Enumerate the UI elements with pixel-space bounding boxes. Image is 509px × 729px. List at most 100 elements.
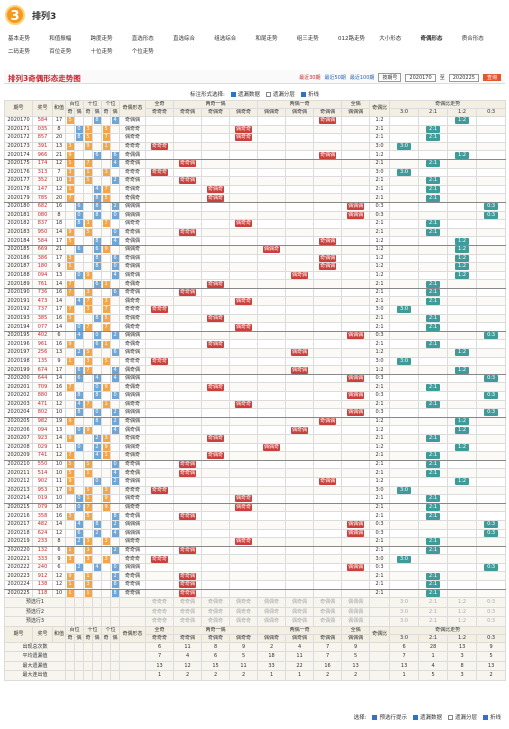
nav-link[interactable]: 百位走势	[49, 49, 72, 55]
parity-cell	[83, 116, 94, 126]
pattern-cell	[145, 365, 175, 375]
nav-link[interactable]: 和尾走势	[255, 36, 278, 42]
pattern-cell	[229, 545, 259, 556]
parity-cell	[110, 296, 121, 307]
recent-link[interactable]: 最近30期	[299, 75, 321, 81]
stat-value: 9	[476, 641, 507, 653]
pattern-cell	[145, 210, 175, 221]
parity-hit: 6	[75, 375, 83, 382]
data-row: 2020189 761 14 7 6 1 奇偶奇 奇偶奇 2:1 2:1	[4, 279, 507, 289]
pattern-cell	[313, 339, 343, 350]
digit: 4	[44, 426, 48, 433]
pattern-cell	[201, 158, 231, 169]
parity-cell	[110, 494, 121, 504]
parity-cell	[110, 167, 121, 178]
ratio: 0:3	[369, 330, 391, 341]
recent-link[interactable]: 最近100期	[349, 75, 375, 81]
sum: 14	[52, 519, 66, 530]
digit: 1	[37, 357, 41, 364]
parity-cell	[92, 494, 103, 504]
stats-label: 最大连出值	[4, 670, 66, 681]
number: 118	[32, 588, 53, 599]
pattern-cell	[257, 537, 287, 547]
checkbox[interactable]	[300, 92, 306, 97]
ratio-hit: 0:3	[484, 392, 499, 400]
stat-value: 7	[145, 651, 175, 662]
pattern-cell	[257, 459, 287, 470]
nav-link[interactable]: 组选综合	[214, 36, 237, 42]
digit: 6	[37, 366, 41, 373]
parity-hit: 0	[93, 383, 101, 391]
parity-cell: 4	[73, 330, 85, 341]
pattern-cell	[341, 116, 371, 126]
issue: 2020182	[4, 219, 33, 229]
checkbox[interactable]	[372, 715, 378, 720]
sum: 6	[52, 330, 66, 341]
digit: 5	[37, 237, 41, 244]
option[interactable]: 遗漏数据	[412, 713, 442, 721]
pattern: 偶偶偶	[119, 201, 147, 212]
option[interactable]: 遗漏分层	[447, 713, 477, 721]
parity-hit: 9	[66, 478, 74, 486]
parity-cell	[73, 459, 85, 470]
query-button[interactable]: 查询	[482, 74, 501, 81]
pattern-hit: 奇偶偶	[319, 263, 337, 271]
parity-cell: 2	[110, 571, 121, 582]
nav-link[interactable]: 个位走势	[131, 49, 154, 55]
nav-link[interactable]: 和值振幅	[49, 36, 72, 42]
pattern-cell	[173, 296, 203, 307]
pattern-cell	[201, 253, 231, 264]
nav-link[interactable]: 大小形态	[379, 36, 402, 42]
option[interactable]: 预选行提示	[372, 713, 407, 721]
nav-link[interactable]: 奇偶形态	[420, 36, 443, 42]
parity-cell: 0	[73, 210, 85, 221]
checkbox[interactable]	[230, 92, 236, 97]
checkbox[interactable]	[265, 92, 271, 97]
select[interactable]: 按期号	[378, 73, 402, 82]
option[interactable]: 折线	[482, 713, 501, 721]
nav-link[interactable]: 直选综合	[173, 36, 196, 42]
start-input[interactable]: 2020170	[405, 73, 436, 82]
ratio-cell	[476, 356, 507, 367]
nav-link[interactable]: 组三走势	[296, 36, 319, 42]
nav-link[interactable]: 012路走势	[338, 36, 365, 42]
checkbox[interactable]	[482, 715, 488, 720]
parity-cell: 8	[92, 262, 103, 272]
parity-cell: 3	[83, 545, 94, 556]
pattern-cell	[341, 502, 371, 513]
sum: 13	[52, 270, 66, 281]
option[interactable]: 遗漏数据	[230, 90, 260, 98]
recent-link[interactable]: 最近50期	[324, 75, 346, 81]
parity-hit: 3	[84, 538, 92, 546]
end-input[interactable]: 2020225	[448, 73, 479, 82]
sum: 13	[52, 141, 66, 152]
number: 912	[32, 571, 53, 582]
nav-link[interactable]: 跨度走势	[90, 36, 113, 42]
option-label: 折线	[489, 715, 501, 721]
ratio: 2:1	[369, 313, 391, 324]
pattern-hit: 偶奇奇	[235, 323, 253, 331]
nav-link[interactable]: 十位走势	[90, 49, 113, 55]
pattern: 奇奇奇	[119, 356, 147, 367]
pattern: 奇奇偶	[119, 287, 147, 298]
parity-cell	[92, 348, 103, 358]
issue: 2020194	[4, 322, 33, 332]
nav-link[interactable]: 质合形态	[461, 36, 484, 42]
ratio-cell: 2:1	[418, 193, 449, 203]
checkbox[interactable]	[447, 715, 453, 720]
nav-link[interactable]: 二码走势	[8, 49, 31, 55]
pattern-cell	[229, 373, 259, 384]
stat-value: 2	[341, 670, 371, 681]
parity-cell: 7	[83, 158, 94, 169]
data-row: 2020187 180 9 1 8 0 奇偶偶 奇偶偶 1:2 1:2	[4, 262, 507, 272]
nav-link[interactable]: 基本走势	[8, 36, 31, 42]
nav-link[interactable]: 直选形态	[131, 36, 154, 42]
option[interactable]: 折线	[300, 90, 319, 98]
ratio-cell: 1:2	[447, 150, 478, 160]
header-cell: 0:3	[476, 108, 507, 117]
checkbox[interactable]	[412, 715, 418, 720]
option[interactable]: 遗漏分层	[265, 90, 295, 98]
parity-hit: 3	[84, 289, 92, 297]
parity-cell	[92, 459, 103, 470]
parity-hit: 0	[75, 125, 83, 133]
